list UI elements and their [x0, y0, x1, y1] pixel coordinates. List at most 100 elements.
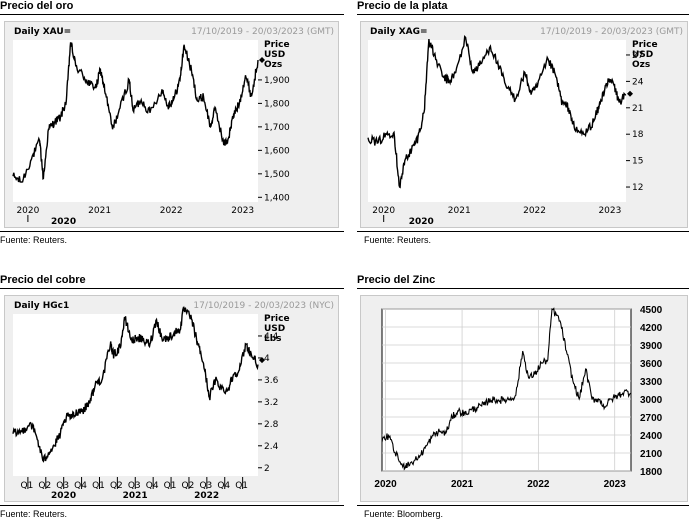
x-tick-label: Q1 [164, 481, 177, 491]
y-tick-label: 1,900 [264, 76, 290, 86]
x-tick-label: 2022 [527, 479, 550, 490]
x-tick-label: 2022 [523, 206, 546, 216]
copper-source: Fuente: Reuters. [0, 509, 68, 519]
x-year-label: 2021 [123, 491, 148, 501]
y-tick-label: 2 [264, 464, 270, 474]
price-line [12, 305, 259, 463]
x-tick-label: Q3 [199, 481, 212, 491]
zinc-title: Precio del Zinc [357, 274, 436, 286]
y-tick-label: 3.6 [264, 376, 279, 386]
x-tick-label: Q2 [110, 481, 123, 491]
last-price-marker [259, 56, 265, 63]
last-price-marker [627, 90, 633, 97]
unit-label: Ozs [632, 60, 650, 70]
y-tick-label: 2.8 [264, 420, 279, 430]
series-code: Daily XAU= [14, 27, 71, 37]
silver-bottom-rule [357, 231, 689, 232]
x-year-label: 2020 [51, 491, 76, 501]
y-tick-label: 1800 [640, 467, 663, 478]
x-tick-label: Q1 [20, 481, 33, 491]
y-tick-label: 1,400 [264, 193, 290, 203]
y-tick-label: 1,700 [264, 123, 290, 133]
silver-title: Precio de la plata [357, 0, 448, 12]
series-code: Daily HGc1 [14, 301, 69, 311]
y-tick-label: 2400 [640, 431, 663, 442]
y-tick-label: 4500 [640, 305, 663, 316]
x-tick-label: 2020 [374, 479, 397, 490]
date-range: 17/10/2019 - 20/03/2023 (NYC) [193, 301, 334, 311]
series-code: Daily XAG= [370, 27, 428, 37]
zinc-chart: 1800 2100 2400 2700 3000 3300 3600 3900 4200 4500… [374, 305, 663, 490]
gold-chart: Daily XAU= 17/10/2019 - 20/03/2023 (GMT) P… [12, 27, 334, 227]
y-tick-label: 4200 [640, 323, 663, 334]
y-tick-label: 3300 [640, 377, 663, 388]
y-tick-label: 21 [632, 104, 643, 114]
x-year-label: 2022 [194, 491, 219, 501]
unit-label: Ozs [264, 60, 282, 70]
x-tick-label: Q4 [146, 481, 159, 491]
x-tick-label: Q1 [92, 481, 105, 491]
unit-label: Price [264, 40, 290, 50]
x-tick-label: 2022 [160, 206, 183, 216]
silver-title-rule [357, 14, 689, 15]
zinc-bottom-rule [357, 505, 689, 506]
x-tick-label: Q2 [38, 481, 51, 491]
silver-panel: Precio de la plata Daily XAG= 17/10/2019 … [357, 0, 689, 250]
unit-label: USD [264, 324, 285, 334]
x-tick-label: Q1 [235, 481, 248, 491]
y-tick-label: 4.4 [264, 332, 279, 342]
y-tick-label: 12 [632, 183, 643, 193]
y-tick-label: 15 [632, 157, 643, 167]
x-year-label: 2020 [51, 217, 76, 227]
gold-title-rule [0, 14, 344, 15]
price-line [12, 42, 259, 183]
x-tick-label: 2021 [88, 206, 111, 216]
x-tick-label: Q3 [128, 481, 141, 491]
unit-label: Price [264, 314, 290, 324]
y-tick-label: 1,600 [264, 146, 290, 156]
copper-title-rule [0, 288, 344, 289]
y-tick-label: 24 [632, 77, 644, 87]
price-line [367, 34, 627, 189]
silver-source: Fuente: Reuters. [364, 235, 432, 245]
y-tick-label: 18 [632, 130, 644, 140]
unit-label: USD [632, 50, 653, 60]
zinc-title-rule [357, 288, 689, 289]
date-range: 17/10/2019 - 20/03/2023 (GMT) [191, 27, 334, 37]
x-tick-label: 2021 [451, 479, 474, 490]
y-tick-label: 3.2 [264, 398, 278, 408]
gold-title: Precio del oro [0, 0, 74, 12]
x-tick-label: Q4 [74, 481, 87, 491]
plot-area [368, 40, 626, 202]
gold-source: Fuente: Reuters. [0, 235, 68, 245]
copper-chart: Daily HGc1 17/10/2019 - 20/03/2023 (NYC) P… [12, 301, 334, 501]
zinc-panel: Precio del Zinc 1800 2100 2400 2700 3000 3300… [357, 274, 689, 521]
x-tick-label: 2021 [448, 206, 471, 216]
last-price-marker [259, 357, 265, 364]
unit-label: USD [264, 50, 285, 60]
y-tick-label: 1,500 [264, 170, 290, 180]
plot-area [381, 308, 632, 472]
gold-panel: Precio del oro Daily XAU= 17/10/2019 - 20… [0, 0, 346, 250]
zinc-source: Fuente: Bloomberg. [364, 509, 444, 519]
copper-bottom-rule [0, 505, 344, 506]
copper-panel: Precio del cobre Daily HGc1 17/10/2019 - … [0, 274, 346, 521]
x-year-label: 2020 [409, 217, 434, 227]
unit-label: Lbs [264, 334, 282, 344]
y-tick-label: 1,800 [264, 99, 290, 109]
price-line [381, 307, 632, 471]
gold-bottom-rule [0, 231, 344, 232]
x-tick-label: 2020 [372, 206, 395, 216]
date-range: 17/10/2019 - 20/03/2023 (GMT) [540, 27, 683, 37]
plot-area [13, 314, 258, 476]
x-tick-label: 2023 [231, 206, 254, 216]
y-tick-label: 27 [632, 51, 643, 61]
x-tick-label: Q4 [217, 481, 230, 491]
x-tick-label: 2023 [604, 479, 627, 490]
x-tick-label: 2023 [598, 206, 621, 216]
y-tick-label: 3000 [640, 395, 663, 406]
y-tick-label: 3900 [640, 341, 663, 352]
y-tick-label: 2100 [640, 449, 663, 460]
silver-chart: Daily XAG= 17/10/2019 - 20/03/2023 (GMT) P… [367, 27, 683, 227]
y-tick-label: 2.4 [264, 442, 279, 452]
